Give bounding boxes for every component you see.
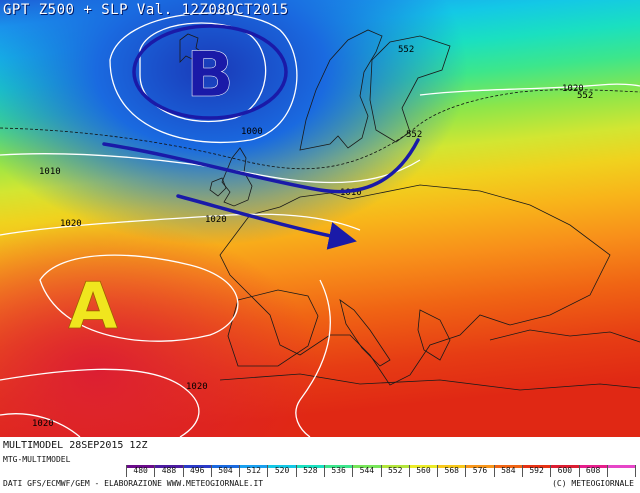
isobar-1010 xyxy=(0,153,421,184)
color-scale-value: 496 xyxy=(189,466,205,475)
isobar-1000 xyxy=(109,12,298,144)
color-scale-value: 528 xyxy=(303,466,318,475)
slp-label-1020-center: 1020 xyxy=(205,215,227,225)
slp-label-1010-east: 1010 xyxy=(340,188,362,198)
isobar-1020-sw xyxy=(0,413,81,437)
ireland-outline xyxy=(209,177,227,197)
color-scale-value: 568 xyxy=(444,466,459,475)
data-sources: DATI GFS/ECMWF/GEM - ELABORAZIONE WWW.ME… xyxy=(3,479,264,488)
color-scale-cell: 584 xyxy=(493,465,522,477)
italy-outline xyxy=(339,299,391,367)
flow-arrow-east xyxy=(176,194,357,250)
gpt-label-552-east: 552 xyxy=(577,91,593,101)
slp-label-1020-sw: 1020 xyxy=(32,419,54,429)
color-scale-value: 552 xyxy=(387,466,403,475)
slp-isobars xyxy=(0,12,640,437)
color-scale-value: 560 xyxy=(416,466,431,475)
slp-label-1020-west: 1020 xyxy=(60,219,82,229)
isobar-1020-south xyxy=(0,368,200,437)
color-scale-cell: 512 xyxy=(239,465,268,477)
color-scale-cell: 560 xyxy=(408,465,438,477)
low-center-ring xyxy=(132,24,288,120)
isobar-high-ring xyxy=(39,254,239,342)
color-scale-cell: 504 xyxy=(210,465,240,477)
color-scale-cell: 544 xyxy=(352,465,381,477)
color-scale-cell: 592 xyxy=(521,465,551,477)
color-scale-cell: 568 xyxy=(437,465,466,477)
color-scale-cell: 488 xyxy=(154,465,183,477)
isobar-1020-north xyxy=(0,213,361,236)
color-scale-cell: 608 xyxy=(578,465,607,477)
gpt-label-552-north: 552 xyxy=(398,45,414,55)
color-scale-cell: 536 xyxy=(323,465,353,477)
model-name: MTG-MULTIMODEL xyxy=(3,455,71,464)
color-scale-cell: 576 xyxy=(465,465,494,477)
map-title: GPT Z500 + SLP Val. 12Z08OCT2015 xyxy=(3,2,289,18)
color-scale-value: 544 xyxy=(359,466,375,475)
color-scale-value: 536 xyxy=(331,466,346,475)
finland-outline xyxy=(369,35,451,143)
isobar-1020-east xyxy=(419,83,640,96)
balkans-outline xyxy=(417,309,451,361)
color-scale-cell: 496 xyxy=(182,465,211,477)
color-scale-value: 608 xyxy=(585,466,601,475)
high-center-letter: A xyxy=(68,270,118,344)
color-scale-cell xyxy=(606,465,637,477)
color-scale-value: 600 xyxy=(557,466,573,475)
isobar-low-inner xyxy=(139,22,267,123)
isobar-iberia xyxy=(295,279,332,437)
north-africa-coast xyxy=(219,373,640,391)
slp-label-1010-west: 1010 xyxy=(39,167,61,177)
slp-label-1020-east: 1020 xyxy=(562,84,584,94)
color-scale-cell: 600 xyxy=(550,465,579,477)
color-scale-value: 592 xyxy=(529,466,544,475)
color-scale-cell: 480 xyxy=(126,465,155,477)
color-scale-value: 512 xyxy=(246,466,261,475)
color-scale-cell: 520 xyxy=(267,465,296,477)
turkey-coast xyxy=(489,329,640,343)
color-scale-value: 480 xyxy=(133,466,148,475)
iberia-outline xyxy=(227,289,319,367)
low-center-letter: B xyxy=(186,38,233,111)
iceland-outline xyxy=(179,33,205,63)
britain-outline xyxy=(221,147,253,207)
color-scale-value: 520 xyxy=(274,466,290,475)
continental-europe-outline xyxy=(219,184,611,386)
color-scale-cell: 528 xyxy=(295,465,324,477)
copyright: (C) METEOGIORNALE xyxy=(552,479,634,488)
z500-552-contour xyxy=(0,89,640,170)
color-scale-value: 576 xyxy=(472,466,488,475)
gpt-label-552-baltic: 552 xyxy=(406,130,422,140)
color-scale-value: 584 xyxy=(501,466,516,475)
geopotential-map: 1000 1010 1010 1020 1020 1020 1020 1020 … xyxy=(0,0,640,437)
slp-label-1020-south: 1020 xyxy=(186,382,208,392)
color-scale: 480 488 496 504 512 520 528 536 544 552 560 568 576 5… xyxy=(126,465,637,477)
color-scale-cell: 552 xyxy=(380,465,409,477)
jet-stream-arrow-north xyxy=(102,138,420,194)
run-info: MULTIMODEL 28SEP2015 12Z xyxy=(3,440,148,451)
slp-label-1000: 1000 xyxy=(241,127,263,137)
color-scale-value: 488 xyxy=(161,466,177,475)
coastlines xyxy=(179,29,640,391)
color-scale-value: 504 xyxy=(218,466,233,475)
scandinavia-outline xyxy=(299,29,383,151)
